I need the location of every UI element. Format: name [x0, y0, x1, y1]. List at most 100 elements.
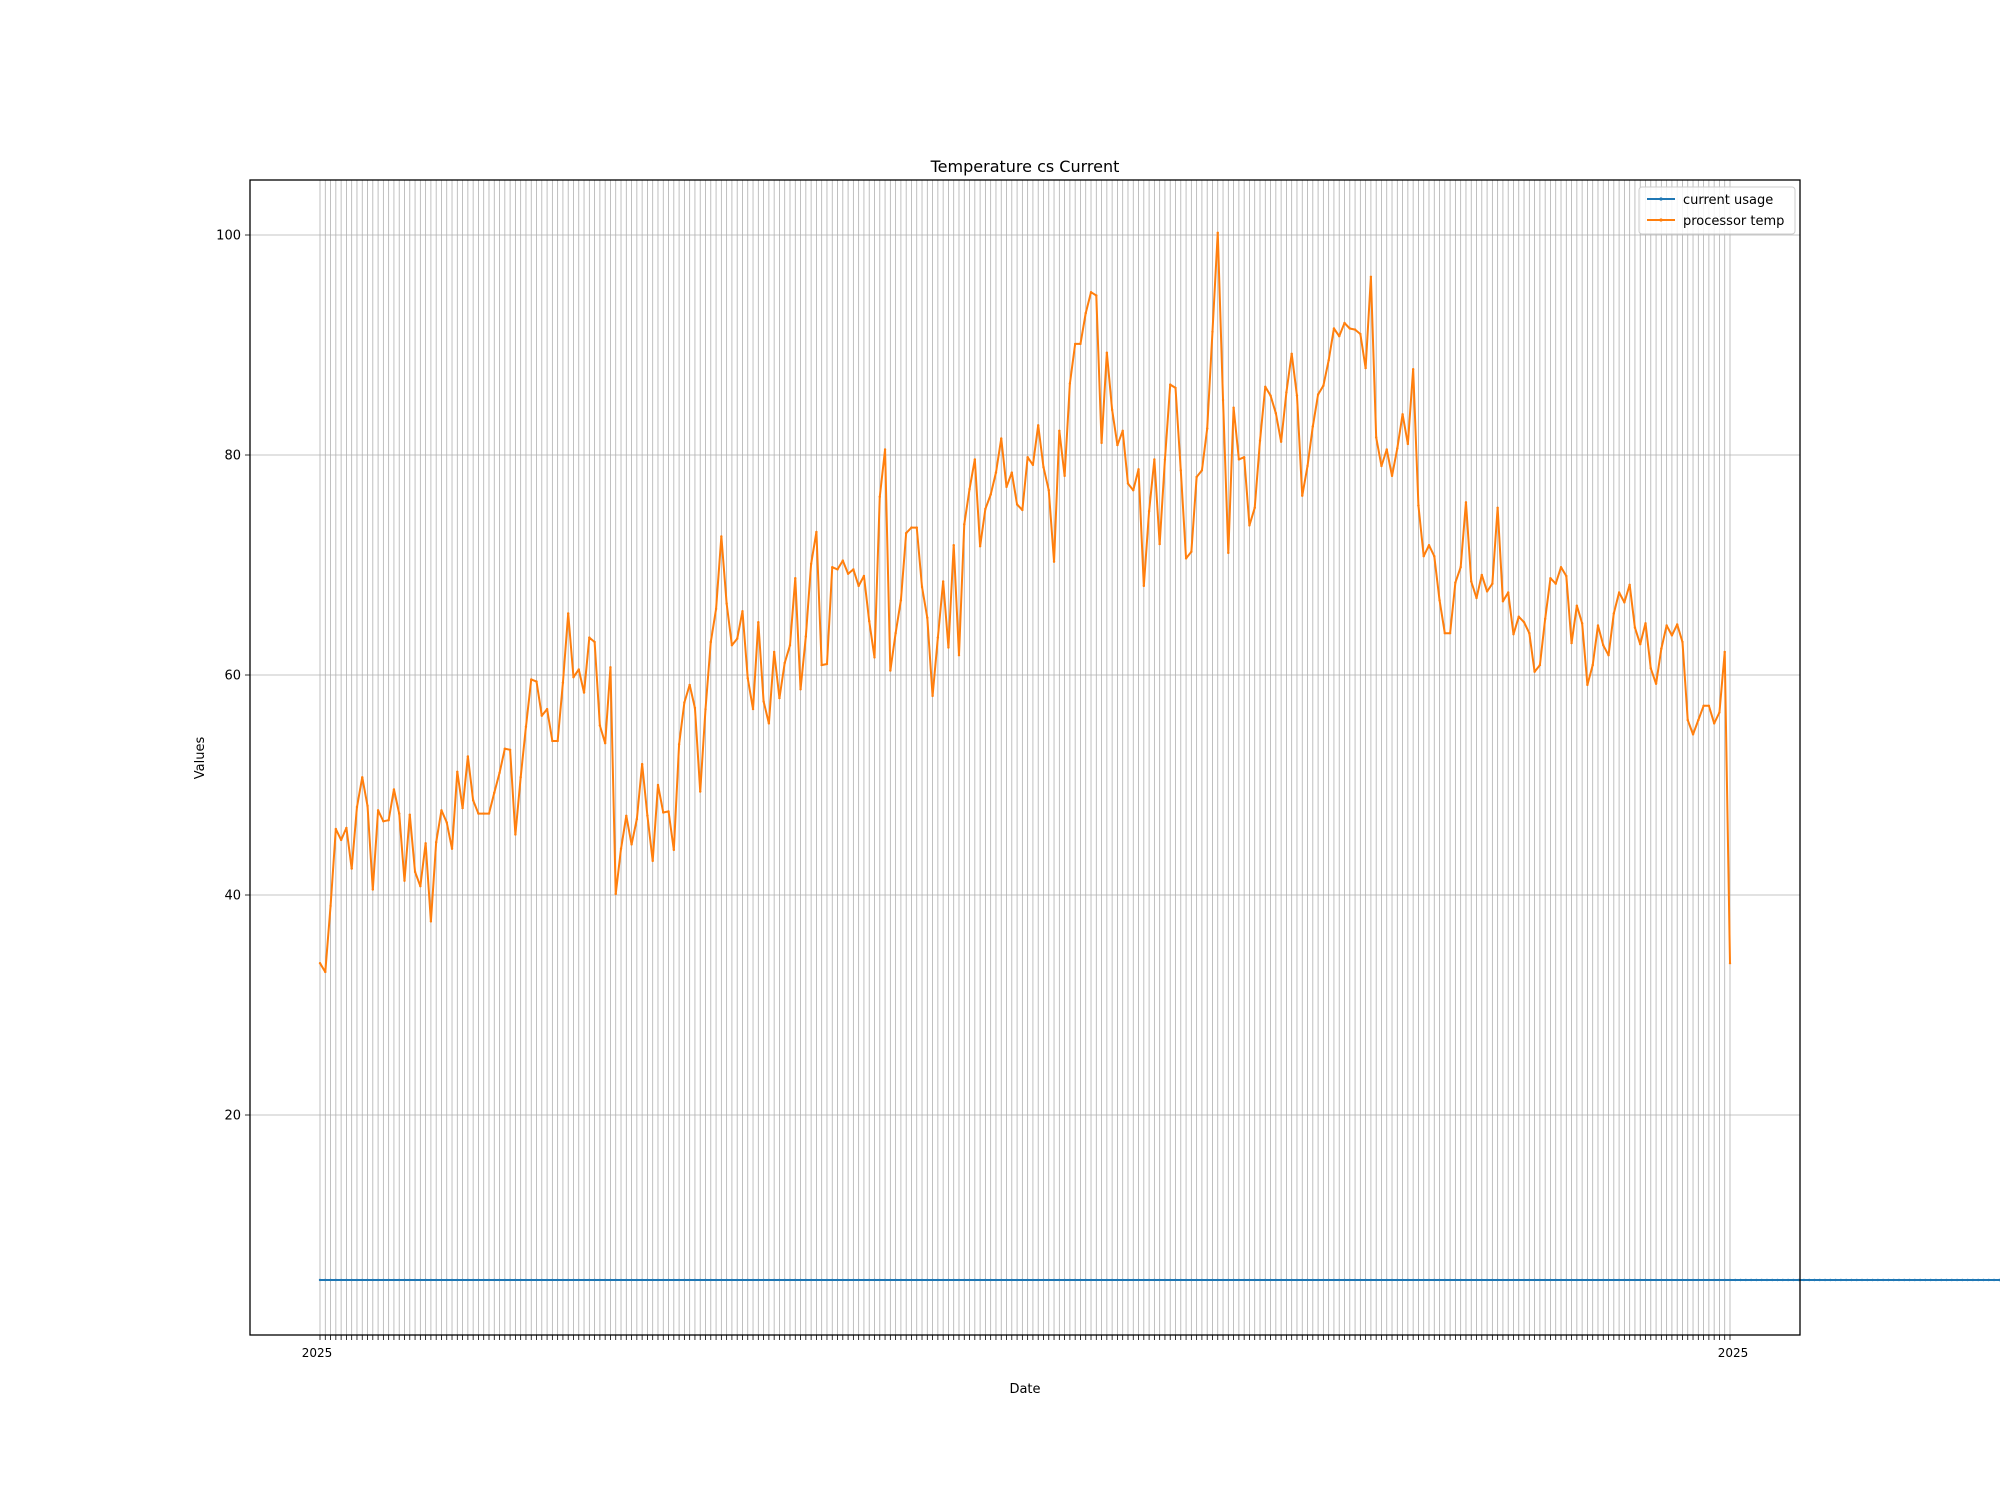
data-point-processor-temp	[567, 612, 570, 615]
data-point-processor-temp	[535, 680, 538, 683]
data-point-processor-temp	[757, 621, 760, 624]
data-point-processor-temp	[1058, 429, 1061, 432]
data-point-current-usage	[910, 1278, 913, 1282]
data-point-processor-temp	[894, 632, 897, 635]
data-point-processor-temp	[646, 814, 649, 817]
data-point-current-usage	[1602, 1278, 1605, 1282]
data-point-current-usage	[572, 1278, 575, 1282]
data-point-current-usage	[1565, 1278, 1568, 1282]
data-point-processor-temp	[968, 487, 971, 491]
data-point-current-usage	[1216, 1278, 1219, 1282]
data-point-processor-temp	[640, 762, 644, 766]
y-tick-label: 40	[224, 889, 241, 904]
legend-label-processor-temp: processor temp	[1683, 214, 1784, 229]
data-point-current-usage	[1496, 1278, 1499, 1282]
data-point-processor-temp	[1533, 670, 1536, 673]
data-point-processor-temp	[1565, 574, 1568, 578]
data-point-processor-temp	[1707, 704, 1711, 707]
data-point-current-usage	[535, 1278, 538, 1282]
data-point-current-usage	[1184, 1278, 1188, 1282]
data-point-processor-temp	[1005, 485, 1008, 489]
data-point-current-usage	[1649, 1278, 1652, 1282]
data-point-processor-temp	[804, 635, 808, 638]
data-point-current-usage	[1116, 1278, 1119, 1282]
data-point-processor-temp	[1570, 641, 1573, 645]
data-point-processor-temp	[730, 644, 734, 647]
data-point-current-usage	[662, 1278, 665, 1282]
data-point-processor-temp	[1195, 475, 1198, 479]
data-point-processor-temp	[1686, 718, 1689, 722]
data-point-processor-temp	[635, 817, 639, 821]
data-point-current-usage	[419, 1278, 422, 1282]
data-point-current-usage	[609, 1278, 612, 1282]
data-point-processor-temp	[593, 640, 596, 644]
data-point-processor-temp	[1612, 612, 1616, 615]
data-point-current-usage	[1322, 1278, 1325, 1282]
data-point-processor-temp	[498, 771, 501, 775]
data-point-current-usage	[1533, 1278, 1536, 1282]
data-point-current-usage	[667, 1278, 670, 1282]
data-point-current-usage	[619, 1278, 623, 1282]
data-point-current-usage	[1253, 1278, 1256, 1282]
data-point-current-usage	[1195, 1278, 1198, 1282]
data-point-current-usage	[915, 1278, 918, 1282]
data-point-processor-temp	[741, 610, 744, 613]
data-point-processor-temp	[1396, 447, 1399, 450]
data-point-current-usage	[1586, 1278, 1589, 1282]
data-point-current-usage	[941, 1278, 945, 1282]
data-point-current-usage	[1982, 1278, 1985, 1282]
x-tick-label: 2025	[1718, 1346, 1749, 1360]
y-grid-lines	[250, 234, 1800, 1116]
data-point-processor-temp	[408, 813, 411, 816]
data-point-processor-temp	[1338, 335, 1341, 338]
data-point-current-usage	[1580, 1278, 1584, 1282]
data-point-current-usage	[1607, 1278, 1610, 1282]
data-point-current-usage	[1338, 1278, 1341, 1282]
data-point-current-usage	[1369, 1278, 1373, 1282]
data-point-current-usage	[677, 1278, 681, 1282]
data-point-processor-temp	[1274, 412, 1278, 415]
data-point-current-usage	[514, 1278, 517, 1282]
data-point-current-usage	[772, 1278, 776, 1282]
data-point-current-usage	[809, 1278, 813, 1282]
plot-frame	[249, 179, 1801, 1336]
data-point-current-usage	[1190, 1278, 1193, 1282]
data-point-current-usage	[1237, 1278, 1241, 1282]
data-point-processor-temp	[1665, 624, 1668, 627]
data-point-processor-temp	[873, 656, 876, 659]
data-point-current-usage	[963, 1278, 966, 1282]
data-point-current-usage	[857, 1278, 860, 1282]
data-point-processor-temp	[1702, 704, 1705, 707]
data-point-processor-temp	[434, 841, 438, 844]
data-point-current-usage	[614, 1278, 617, 1282]
data-point-processor-temp	[889, 669, 892, 672]
data-point-processor-temp	[1644, 622, 1647, 625]
data-point-current-usage	[1549, 1278, 1552, 1282]
data-point-current-usage	[334, 1278, 338, 1282]
data-point-current-usage	[445, 1278, 448, 1282]
data-point-processor-temp	[1179, 469, 1182, 472]
data-point-processor-temp	[936, 636, 940, 639]
data-point-processor-temp	[1464, 501, 1468, 504]
data-point-processor-temp	[1417, 504, 1420, 507]
data-point-processor-temp	[1575, 604, 1579, 607]
data-point-processor-temp	[1190, 550, 1193, 553]
data-point-current-usage	[503, 1278, 507, 1282]
data-point-current-usage	[1248, 1278, 1251, 1282]
data-point-current-usage	[1813, 1278, 1816, 1282]
data-point-current-usage	[1279, 1278, 1283, 1282]
data-point-current-usage	[1860, 1278, 1864, 1282]
data-point-current-usage	[878, 1278, 881, 1282]
data-point-current-usage	[345, 1278, 348, 1282]
data-point-current-usage	[1332, 1278, 1336, 1282]
data-point-current-usage	[1702, 1278, 1705, 1282]
data-point-current-usage	[1776, 1278, 1779, 1282]
data-point-current-usage	[350, 1278, 353, 1282]
data-point-current-usage	[1158, 1278, 1161, 1282]
data-point-current-usage	[841, 1278, 845, 1282]
data-point-current-usage	[561, 1278, 565, 1282]
y-axis-ticks: 20 40 60 80 100	[216, 229, 250, 1124]
data-point-current-usage	[1464, 1278, 1468, 1282]
data-point-current-usage	[456, 1278, 459, 1282]
x-axis-label: Date	[1009, 1382, 1040, 1397]
